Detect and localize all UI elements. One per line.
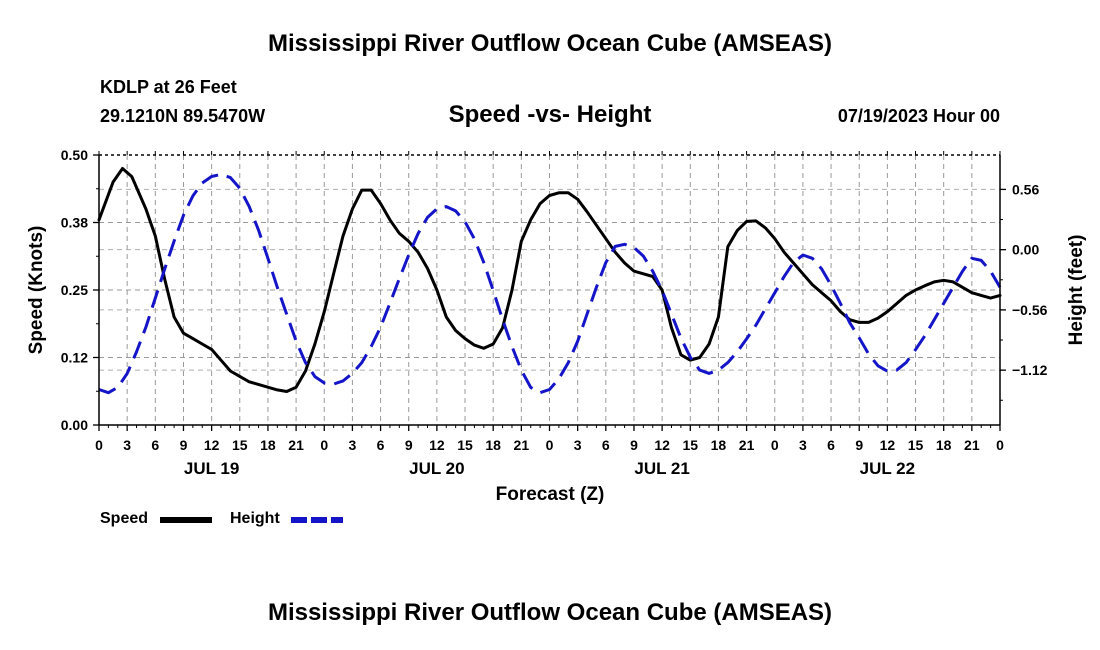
x-tick-label: 0 [95, 437, 103, 453]
axes-group: 0 3 6 9 12 15 18 21 0 3 6 9 12 15 18 21 0 3 6 9 12 15 18 21 0 3 6 9… [61, 147, 1048, 478]
grid-lines [99, 155, 1000, 425]
x-tick-label: 3 [574, 437, 582, 453]
legend-speed-line [160, 517, 212, 523]
x-tick-label: 12 [880, 437, 896, 453]
y-tick-label-right: 0.56 [1012, 181, 1039, 197]
x-tick-label: 3 [799, 437, 807, 453]
x-day-label: JUL 22 [860, 459, 915, 478]
y-axis-label-right: Height (feet) [1066, 235, 1087, 346]
series-height-line [98, 172, 1002, 395]
x-tick-label: 0 [996, 437, 1004, 453]
y-tick-label-left: 0.25 [61, 282, 88, 298]
y-tick-label-right: −1.12 [1012, 362, 1048, 378]
footer-title: Mississippi River Outflow Ocean Cube (AM… [267, 599, 833, 626]
x-tick-label: 6 [377, 437, 385, 453]
y-tick-label-left: 0.12 [61, 350, 88, 366]
x-tick-label: 21 [288, 437, 304, 453]
x-tick-label: 12 [204, 437, 220, 453]
y-axis-label-left: Speed (Knots) [26, 226, 47, 355]
legend-speed-label: Speed [100, 510, 149, 527]
y-tick-label-right: −0.56 [1012, 302, 1048, 318]
series-speed-line [97, 167, 1002, 393]
y-tick-label-left: 0.38 [61, 215, 88, 231]
x-tick-label: 18 [711, 437, 727, 453]
x-tick-label: 12 [654, 437, 670, 453]
forecast-date: 07/19/2023 Hour 00 [837, 106, 1000, 126]
x-tick-label: 18 [936, 437, 952, 453]
x-tick-label: 15 [457, 437, 473, 453]
chart-subtitle: Speed -vs- Height [448, 101, 652, 128]
x-tick-label: 21 [964, 437, 980, 453]
x-tick-label: 15 [232, 437, 248, 453]
x-day-label: JUL 19 [184, 459, 239, 478]
y-tick-label-left: 0.50 [61, 147, 88, 163]
x-tick-label: 21 [514, 437, 530, 453]
x-day-label: JUL 21 [634, 459, 689, 478]
x-tick-label: 9 [630, 437, 638, 453]
x-day-label: JUL 20 [409, 459, 464, 478]
chart-main-title: Mississippi River Outflow Ocean Cube (AM… [267, 30, 833, 57]
x-tick-label: 3 [349, 437, 357, 453]
x-tick-label: 18 [485, 437, 501, 453]
x-tick-label: 9 [180, 437, 188, 453]
x-tick-label: 21 [739, 437, 755, 453]
series-group [97, 167, 1002, 395]
x-tick-label: 12 [429, 437, 445, 453]
x-tick-label: 6 [602, 437, 610, 453]
legend-height-line [291, 517, 343, 523]
x-tick-label: 0 [546, 437, 554, 453]
station-coordinates: 29.1210N 89.5470W [100, 106, 266, 126]
y-tick-label-right: 0.00 [1012, 242, 1039, 258]
speed-height-chart: 0 3 6 9 12 15 18 21 0 3 6 9 12 15 18 21 0 3 6 9 12 15 18 21 0 3 6 9… [26, 147, 1087, 505]
x-tick-label: 15 [682, 437, 698, 453]
legend-height-label: Height [230, 510, 280, 527]
x-tick-label: 0 [320, 437, 328, 453]
y-tick-label-left: 0.00 [61, 417, 88, 433]
x-tick-label: 18 [260, 437, 276, 453]
x-axis-label: Forecast (Z) [496, 484, 605, 505]
x-tick-label: 9 [855, 437, 863, 453]
x-tick-label: 9 [405, 437, 413, 453]
x-tick-label: 6 [151, 437, 159, 453]
station-label: KDLP at 26 Feet [100, 77, 237, 97]
x-tick-label: 0 [771, 437, 779, 453]
x-tick-label: 6 [827, 437, 835, 453]
x-tick-label: 15 [908, 437, 924, 453]
x-tick-label: 3 [123, 437, 131, 453]
